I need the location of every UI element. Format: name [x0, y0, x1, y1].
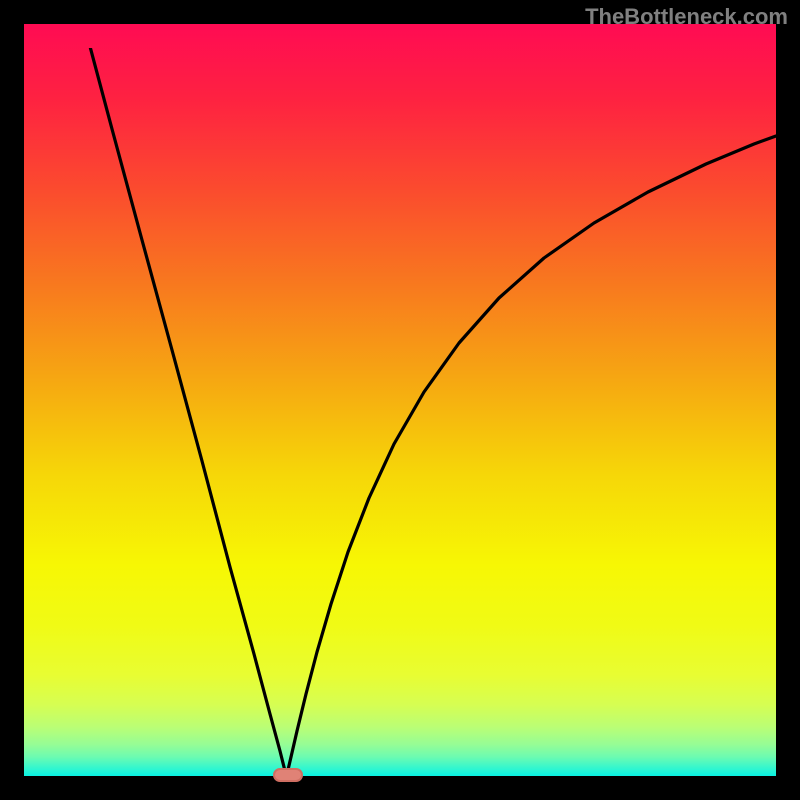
- watermark-text: TheBottleneck.com: [585, 4, 788, 30]
- bottleneck-chart: [0, 0, 800, 800]
- vertex-marker: [274, 769, 302, 781]
- plot-background: [24, 24, 776, 776]
